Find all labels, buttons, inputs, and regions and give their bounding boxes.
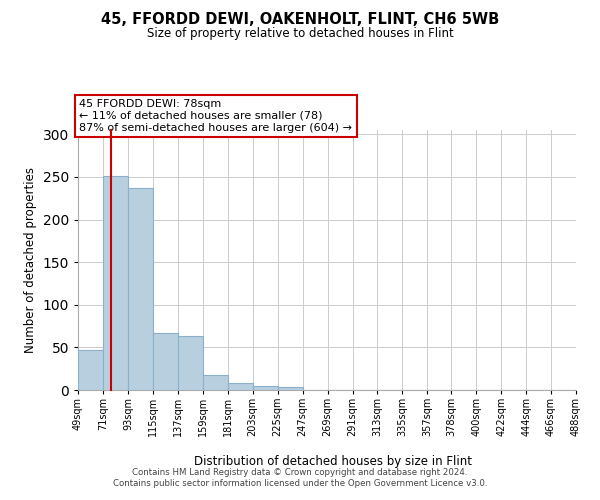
Text: 45 FFORDD DEWI: 78sqm
← 11% of detached houses are smaller (78)
87% of semi-deta: 45 FFORDD DEWI: 78sqm ← 11% of detached …: [79, 100, 352, 132]
Text: Contains HM Land Registry data © Crown copyright and database right 2024.
Contai: Contains HM Land Registry data © Crown c…: [113, 468, 487, 487]
Bar: [153, 333, 178, 390]
Text: Size of property relative to detached houses in Flint: Size of property relative to detached ho…: [146, 28, 454, 40]
Bar: [103, 176, 128, 390]
Bar: [78, 350, 103, 390]
Text: 45, FFORDD DEWI, OAKENHOLT, FLINT, CH6 5WB: 45, FFORDD DEWI, OAKENHOLT, FLINT, CH6 5…: [101, 12, 499, 28]
Bar: [128, 188, 153, 390]
Bar: [253, 386, 278, 390]
Bar: [278, 388, 302, 390]
Y-axis label: Number of detached properties: Number of detached properties: [24, 167, 37, 353]
Bar: [203, 374, 228, 390]
Text: Distribution of detached houses by size in Flint: Distribution of detached houses by size …: [194, 454, 472, 468]
Bar: [228, 383, 253, 390]
Bar: [178, 336, 203, 390]
